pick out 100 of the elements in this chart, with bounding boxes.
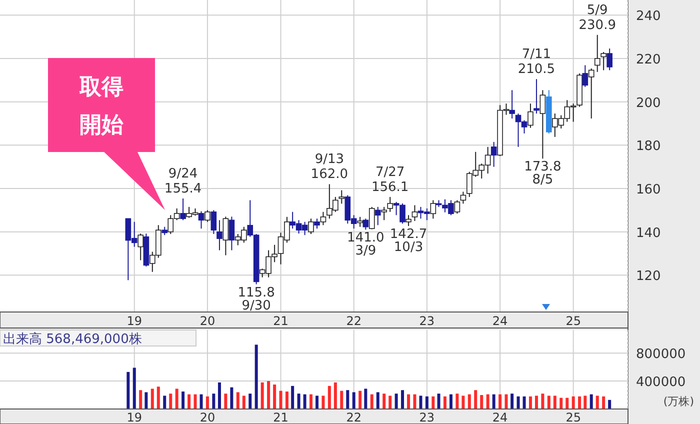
bar bbox=[175, 388, 178, 409]
bar bbox=[352, 392, 356, 409]
y-tick-label: 240 bbox=[636, 9, 661, 24]
annotation: 141.0 3/9 bbox=[347, 230, 384, 259]
bar bbox=[560, 398, 563, 409]
x-tick-label: 21 bbox=[273, 314, 288, 328]
candlestick bbox=[357, 216, 363, 228]
bar bbox=[322, 396, 325, 409]
candlestick bbox=[198, 210, 204, 230]
x-tick-label: 25 bbox=[566, 314, 581, 328]
bar bbox=[425, 396, 428, 409]
bar bbox=[242, 396, 246, 409]
candlestick bbox=[606, 48, 612, 71]
bar bbox=[541, 394, 544, 409]
bar bbox=[456, 394, 459, 409]
candlestick bbox=[528, 103, 534, 128]
bar bbox=[596, 396, 599, 409]
bar bbox=[230, 387, 234, 409]
candlestick bbox=[540, 90, 546, 160]
bar bbox=[188, 394, 191, 409]
bar bbox=[309, 394, 312, 409]
candlestick bbox=[222, 216, 229, 256]
bar bbox=[413, 394, 416, 409]
x-tick-label: 24 bbox=[492, 314, 508, 328]
bar bbox=[206, 396, 209, 409]
x-tick-label: 23 bbox=[419, 410, 435, 424]
bar bbox=[267, 381, 270, 409]
annotation: 9/13 162.0 bbox=[310, 152, 348, 182]
candlestick bbox=[338, 190, 345, 204]
x-tick-label: 20 bbox=[200, 410, 216, 424]
y-tick-label: 800000 bbox=[636, 347, 686, 362]
bar bbox=[156, 386, 160, 409]
x-tick-label: 19 bbox=[126, 314, 142, 328]
bar bbox=[279, 390, 282, 409]
candlestick bbox=[138, 233, 144, 261]
bar bbox=[316, 396, 319, 409]
annotation: 7/27 156.1 bbox=[371, 164, 409, 195]
bar bbox=[522, 396, 526, 409]
candlestick bbox=[381, 206, 387, 221]
bar bbox=[432, 396, 435, 409]
bar bbox=[218, 382, 221, 409]
bar bbox=[516, 396, 520, 409]
bar bbox=[547, 396, 550, 409]
bar bbox=[346, 390, 350, 409]
bar bbox=[382, 394, 386, 409]
annotation: 5/9 230.9 bbox=[578, 2, 616, 33]
annotation: 115.8 9/30 bbox=[238, 285, 275, 314]
candlestick bbox=[490, 141, 497, 168]
bar bbox=[150, 388, 154, 409]
candlestick bbox=[314, 218, 320, 230]
annotation: 142.7 10/3 bbox=[390, 226, 428, 255]
bar bbox=[194, 394, 197, 409]
x-tick-label: 22 bbox=[346, 314, 362, 328]
bar bbox=[139, 390, 142, 409]
candlestick bbox=[228, 216, 235, 251]
x-tick-label: 25 bbox=[566, 410, 581, 424]
bar bbox=[443, 396, 446, 409]
candlestick bbox=[320, 211, 326, 226]
bar bbox=[370, 394, 374, 409]
bar bbox=[401, 390, 404, 409]
bar bbox=[578, 396, 582, 409]
y-axis-title: (万株) bbox=[663, 395, 694, 408]
candlestick bbox=[454, 200, 460, 214]
bar bbox=[364, 388, 368, 409]
bar bbox=[572, 396, 575, 409]
bar bbox=[449, 394, 452, 409]
candlestick bbox=[509, 90, 515, 120]
x-tick-label: 24 bbox=[492, 410, 508, 424]
bar bbox=[273, 384, 276, 409]
bar bbox=[376, 392, 380, 409]
bar bbox=[492, 394, 496, 409]
bar bbox=[224, 394, 228, 409]
bar bbox=[340, 390, 344, 409]
candlestick bbox=[582, 64, 588, 88]
bar bbox=[248, 394, 252, 409]
bar bbox=[602, 396, 606, 409]
bar bbox=[303, 394, 306, 409]
annotation: 9/24 155.4 bbox=[164, 166, 202, 196]
bar bbox=[566, 398, 569, 409]
bar bbox=[254, 344, 258, 409]
candlestick bbox=[594, 34, 600, 72]
bar bbox=[132, 368, 136, 409]
bar bbox=[169, 394, 172, 409]
bar bbox=[468, 394, 471, 409]
y-tick-label: 140 bbox=[636, 226, 661, 241]
bar bbox=[328, 386, 331, 409]
candlestick bbox=[308, 218, 314, 234]
candlestick bbox=[387, 196, 393, 212]
bar bbox=[126, 372, 130, 409]
bar bbox=[285, 392, 288, 409]
bar bbox=[236, 392, 240, 409]
y-tick-label: 400000 bbox=[636, 375, 686, 390]
bar bbox=[504, 394, 508, 409]
bar bbox=[260, 382, 264, 409]
bar bbox=[163, 396, 166, 409]
bar bbox=[291, 386, 294, 409]
bar bbox=[334, 382, 337, 409]
bar bbox=[590, 394, 593, 409]
bar bbox=[419, 396, 422, 409]
x-tick-label: 23 bbox=[419, 314, 435, 328]
